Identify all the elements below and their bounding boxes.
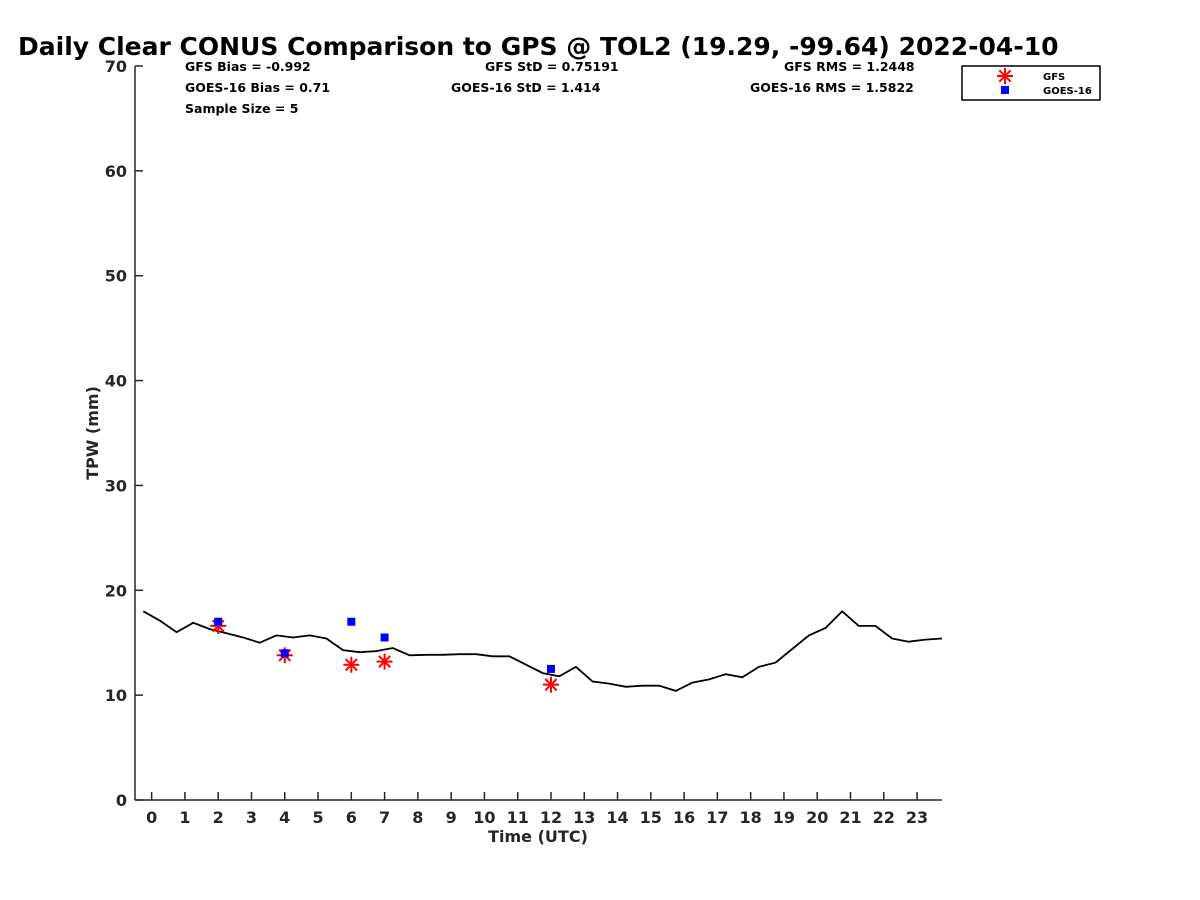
- x-axis-label: Time (UTC): [488, 827, 588, 846]
- x-tick-label: 11: [507, 808, 529, 827]
- x-tick-label: 2: [213, 808, 224, 827]
- goes16-point: [347, 617, 356, 626]
- x-tick-label: 18: [740, 808, 762, 827]
- goes-std-label: GOES-16 StD = 1.414: [451, 80, 601, 95]
- y-axis-label: TPW (mm): [83, 386, 102, 480]
- goes16-point: [214, 617, 223, 626]
- gfs-rms-label: GFS RMS = 1.2448: [784, 59, 915, 74]
- x-tick-label: 15: [640, 808, 662, 827]
- gfs-point: [376, 653, 393, 670]
- goes-rms-label: GOES-16 RMS = 1.5822: [750, 80, 914, 95]
- sample-size-label: Sample Size = 5: [185, 101, 298, 116]
- x-tick-label: 20: [806, 808, 828, 827]
- x-tick-label: 4: [279, 808, 290, 827]
- x-tick-label: 13: [573, 808, 595, 827]
- y-tick-label: 10: [105, 686, 127, 705]
- gfs-bias-label: GFS Bias = -0.992: [185, 59, 311, 74]
- x-tick-label: 12: [540, 808, 562, 827]
- y-tick-label: 70: [105, 57, 127, 76]
- x-tick-label: 16: [673, 808, 695, 827]
- legend-goes-label: GOES-16: [1043, 86, 1092, 97]
- legend: GFS GOES-16: [961, 65, 1101, 101]
- y-axis-ticks: 0 10 20 30 40 50 60 70: [105, 57, 143, 810]
- legend-gfs-marker: [997, 68, 1013, 84]
- legend-gfs-label: GFS: [1043, 72, 1065, 83]
- gps-tpw-line: [142, 610, 943, 692]
- goes16-point: [280, 649, 289, 658]
- x-tick-label: 17: [706, 808, 728, 827]
- x-tick-label: 19: [773, 808, 795, 827]
- x-tick-label: 0: [146, 808, 157, 827]
- gfs-point: [343, 656, 360, 673]
- x-tick-label: 7: [379, 808, 390, 827]
- x-tick-label: 10: [473, 808, 495, 827]
- x-tick-label: 21: [839, 808, 861, 827]
- goes-bias-label: GOES-16 Bias = 0.71: [185, 80, 330, 95]
- gfs-point: [542, 676, 559, 693]
- y-tick-label: 40: [105, 372, 127, 391]
- y-tick-label: 30: [105, 476, 127, 495]
- chart-title: Daily Clear CONUS Comparison to GPS @ TO…: [18, 32, 1058, 61]
- legend-goes-marker: [1001, 86, 1009, 94]
- x-tick-label: 6: [346, 808, 357, 827]
- x-tick-label: 5: [312, 808, 323, 827]
- x-tick-label: 3: [246, 808, 257, 827]
- y-tick-label: 50: [105, 267, 127, 286]
- y-tick-label: 20: [105, 581, 127, 600]
- x-tick-label: 22: [873, 808, 895, 827]
- x-tick-label: 8: [412, 808, 423, 827]
- x-tick-label: 9: [446, 808, 457, 827]
- x-axis-ticks: 0 1 2 3 4 5 6 7 8 9 10 11 12 13 14 15 16 17 18 19 20 21 22 23: [146, 792, 928, 827]
- plot-area: [142, 610, 943, 693]
- y-tick-label: 60: [105, 162, 127, 181]
- gfs-std-label: GFS StD = 0.75191: [485, 59, 619, 74]
- x-tick-label: 14: [606, 808, 628, 827]
- legend-box: [961, 65, 1101, 101]
- goes16-point: [380, 633, 389, 642]
- legend-gfs-star: [997, 68, 1013, 84]
- x-tick-label: 23: [906, 808, 928, 827]
- y-tick-label: 0: [116, 791, 127, 810]
- x-tick-label: 1: [179, 808, 190, 827]
- goes16-point: [546, 664, 555, 673]
